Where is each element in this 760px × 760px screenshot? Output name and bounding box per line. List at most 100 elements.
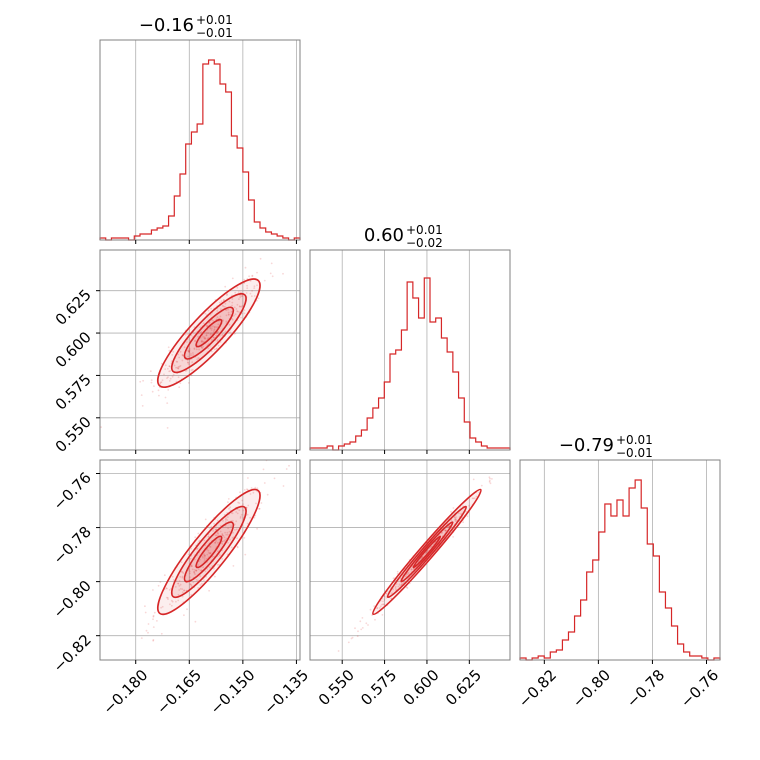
- sample-point: [458, 512, 460, 515]
- sample-point: [221, 334, 224, 336]
- sample-point: [158, 394, 160, 397]
- sample-point: [198, 540, 200, 543]
- sample-point: [152, 614, 155, 617]
- sample-point: [209, 552, 211, 554]
- sample-point: [181, 575, 184, 578]
- contour-level: [372, 488, 482, 616]
- sample-point: [177, 376, 180, 379]
- sample-point: [168, 370, 171, 373]
- sample-point: [223, 540, 226, 542]
- sample-point: [217, 550, 219, 553]
- sample-point: [187, 363, 190, 365]
- sample-point: [256, 527, 258, 530]
- sample-point: [354, 627, 356, 630]
- sample-point: [189, 583, 192, 586]
- sample-point: [237, 310, 240, 313]
- sample-point: [202, 556, 204, 559]
- sample-point: [189, 576, 191, 578]
- sample-point: [273, 477, 276, 480]
- sample-point: [243, 309, 246, 311]
- sample-point: [161, 605, 164, 608]
- sample-point: [140, 394, 143, 396]
- sample-point: [402, 582, 404, 584]
- sample-point: [201, 555, 204, 558]
- sample-point: [209, 333, 212, 336]
- sample-point: [150, 379, 153, 381]
- sample-point: [190, 354, 192, 357]
- sample-point: [168, 380, 171, 382]
- sample-point: [216, 564, 219, 566]
- sample-point: [224, 302, 227, 305]
- sample-point: [166, 596, 169, 599]
- sample-point: [181, 591, 184, 594]
- sample-point: [197, 579, 200, 582]
- sample-point: [387, 590, 389, 593]
- sample-point: [139, 380, 142, 383]
- sample-point: [382, 603, 385, 606]
- sample-point: [238, 509, 241, 512]
- sample-point: [201, 347, 204, 349]
- sample-point: [231, 298, 234, 300]
- sample-point: [256, 487, 259, 490]
- sample-point: [444, 529, 447, 532]
- sample-point: [166, 402, 169, 404]
- sample-point: [236, 286, 239, 289]
- title-lower-error: −0.01: [196, 26, 233, 40]
- sample-point: [212, 567, 215, 570]
- sample-point: [140, 637, 143, 639]
- sample-point: [231, 537, 234, 539]
- sample-point: [347, 641, 350, 644]
- sample-point: [383, 603, 385, 606]
- sample-point: [183, 346, 186, 349]
- sample-point: [226, 531, 229, 534]
- sample-point: [188, 570, 191, 573]
- sample-point: [187, 361, 189, 364]
- sample-point: [243, 537, 246, 539]
- sample-point: [465, 510, 468, 513]
- sample-point: [471, 497, 474, 500]
- y-tick-label: 0.600: [52, 328, 95, 371]
- sample-point: [187, 355, 190, 358]
- sample-point: [246, 287, 249, 289]
- sample-point: [232, 531, 234, 534]
- title-lower-error: −0.02: [406, 236, 443, 250]
- sample-point: [210, 525, 213, 528]
- sample-point: [383, 598, 386, 601]
- sample-point: [203, 559, 206, 561]
- sample-point: [385, 597, 387, 599]
- sample-point: [378, 607, 381, 609]
- contour-level: [157, 278, 261, 388]
- sample-point: [453, 516, 456, 519]
- sample-point: [190, 353, 192, 355]
- sample-point: [181, 595, 184, 598]
- panel-frame: [519, 459, 721, 661]
- sample-point: [150, 381, 153, 384]
- sample-point: [185, 369, 188, 372]
- sample-point: [473, 497, 476, 500]
- sample-point: [429, 546, 432, 549]
- sample-point: [210, 329, 213, 331]
- sample-point: [208, 321, 211, 324]
- sample-point: [258, 507, 261, 510]
- y-tick-label: −0.82: [50, 631, 95, 676]
- sample-point: [169, 377, 172, 380]
- sample-point: [246, 284, 249, 287]
- sample-point: [215, 326, 218, 329]
- sample-point: [239, 517, 242, 519]
- sample-point: [194, 340, 196, 343]
- sample-point: [391, 592, 393, 595]
- sample-point: [193, 326, 196, 329]
- sample-point: [164, 364, 167, 367]
- sample-point: [202, 336, 205, 338]
- sample-point: [197, 532, 200, 535]
- sample-point: [180, 561, 183, 564]
- sample-point: [223, 536, 226, 539]
- sample-point: [454, 516, 456, 519]
- sample-point: [210, 307, 213, 310]
- x-tick-label: 0.575: [357, 666, 400, 709]
- sample-point: [376, 607, 379, 609]
- sample-point: [254, 486, 257, 489]
- sample-point: [176, 361, 179, 363]
- sample-point: [227, 501, 229, 503]
- y-tick-label: 0.550: [52, 413, 95, 456]
